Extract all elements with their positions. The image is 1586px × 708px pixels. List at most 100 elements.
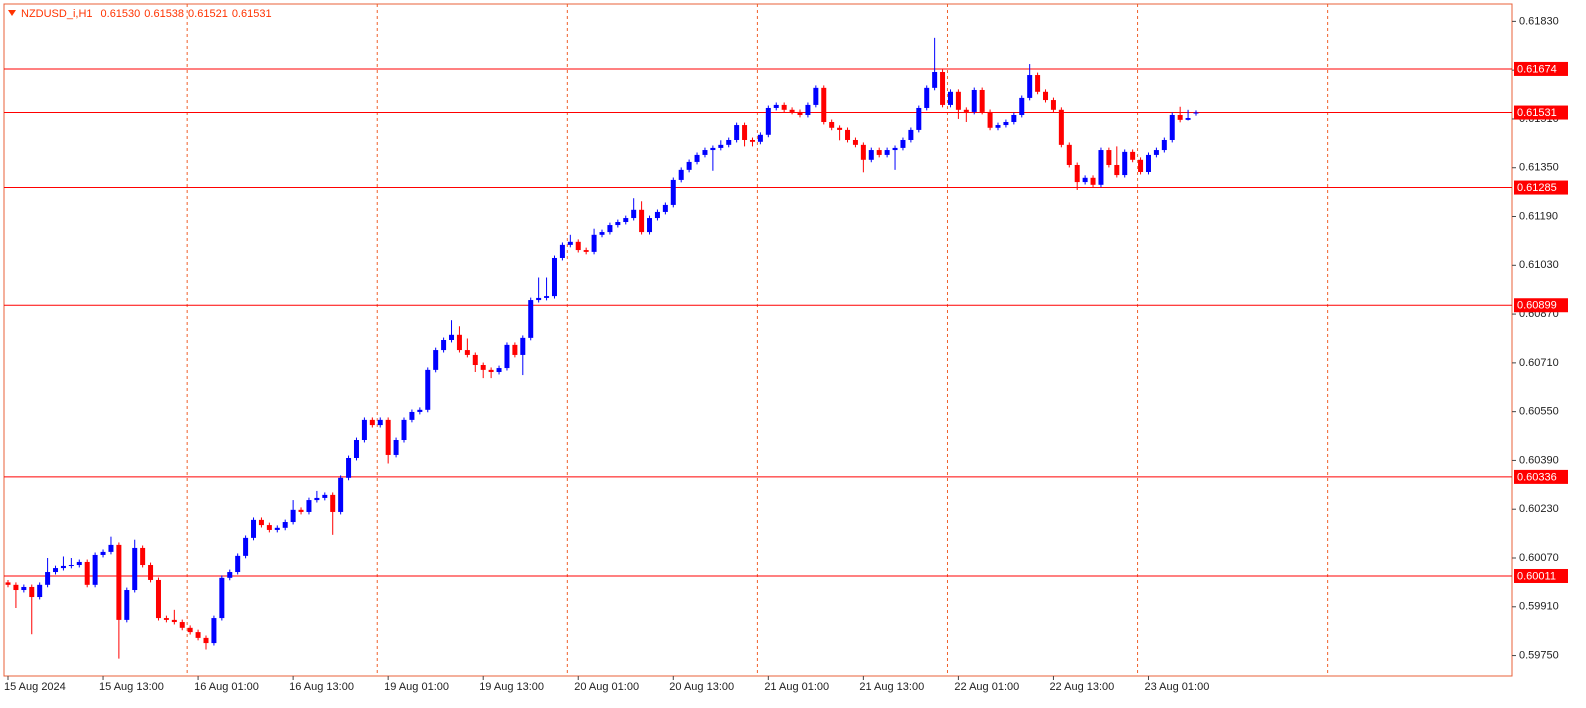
candle-body [694, 154, 700, 162]
candle-body [916, 107, 922, 130]
y-tick-label: 0.61830 [1519, 15, 1559, 27]
candle-body [1019, 97, 1025, 115]
candle-body [456, 334, 462, 351]
candle-body [852, 139, 858, 145]
candle-body [148, 565, 154, 580]
y-tick-label: 0.59910 [1519, 601, 1559, 613]
candle-body [734, 125, 740, 140]
candle-body [1090, 177, 1096, 185]
candle-body [567, 241, 573, 245]
candle-body [789, 109, 795, 112]
candle-body [639, 209, 645, 233]
candle-body [710, 147, 716, 151]
candle-body [108, 544, 114, 552]
candle-body [773, 104, 779, 108]
candle-body [813, 87, 819, 105]
candle-body [401, 419, 407, 441]
candle-body [908, 129, 914, 140]
candle-body [947, 91, 953, 105]
candle-body [686, 161, 692, 170]
y-tick-label: 0.60390 [1519, 454, 1559, 466]
candle-body [718, 144, 724, 148]
candle-body [219, 577, 225, 619]
x-tick-label: 15 Aug 2024 [4, 681, 66, 693]
candle-body [591, 234, 597, 252]
candle-body [963, 109, 969, 112]
candle-body [1153, 150, 1159, 155]
candle-body [124, 590, 130, 620]
candle-body [544, 296, 550, 298]
candle-body [781, 104, 787, 110]
candle-body [274, 527, 280, 530]
candle-body [583, 250, 589, 252]
level-line-label-box [1514, 61, 1568, 76]
candle-body [726, 139, 732, 145]
candle-body [868, 150, 874, 160]
candle-body [211, 618, 217, 644]
candle-body [900, 139, 906, 148]
x-tick-label: 20 Aug 01:00 [574, 681, 639, 693]
level-line-label: 0.60336 [1517, 471, 1557, 483]
level-line-label-box [1514, 298, 1568, 313]
candle-body [266, 525, 272, 530]
candle-body [955, 91, 961, 110]
candle-body [821, 87, 827, 122]
price-line-label: 0.61531 [1517, 107, 1557, 119]
y-tick-label: 0.61190 [1519, 210, 1558, 222]
candle-body [338, 477, 344, 512]
candle-body [860, 144, 866, 160]
candle-body [1145, 154, 1151, 172]
candle-body [377, 419, 383, 426]
candle-body [76, 561, 82, 566]
candle-body [290, 509, 296, 523]
candle-body [559, 244, 565, 258]
header: NZDUSD_i,H1 0.61530 0.61538 0.61521 0.61531 [21, 8, 272, 20]
candle-body [417, 409, 423, 412]
x-tick-label: 19 Aug 01:00 [384, 681, 449, 693]
candle-body [528, 300, 534, 338]
candle-body [757, 134, 763, 142]
candle-body [512, 344, 518, 355]
candle-body [607, 225, 613, 233]
candle-body [258, 519, 264, 526]
y-tick-label: 0.60550 [1519, 406, 1559, 418]
candle-body [1130, 151, 1136, 160]
candle-body [243, 537, 249, 556]
candle-body [599, 232, 605, 235]
level-line-label-box [1514, 180, 1568, 195]
candle-body [480, 365, 486, 370]
candle-body [765, 107, 771, 135]
candle-body [346, 457, 352, 478]
candle-body [314, 497, 320, 501]
candle-body [1177, 114, 1183, 120]
x-tick-label: 16 Aug 13:00 [289, 681, 354, 693]
candle-body [749, 139, 755, 142]
candle-body [179, 622, 185, 628]
x-tick-label: 20 Aug 13:00 [669, 681, 734, 693]
candle-body [1122, 151, 1128, 176]
candle-body [702, 150, 708, 155]
candle-body [68, 565, 74, 567]
candle-body [1043, 91, 1049, 101]
candle-body [647, 218, 653, 233]
y-tick-label: 0.61030 [1519, 259, 1559, 271]
x-tick-label: 22 Aug 01:00 [954, 681, 1019, 693]
candle-body [171, 619, 177, 623]
candle-body [195, 632, 201, 638]
candle-body [797, 111, 803, 115]
x-tick-label: 16 Aug 01:00 [194, 681, 259, 693]
candle-body [1027, 75, 1033, 98]
candle-body [163, 618, 169, 620]
header-value: 0.61530 [101, 8, 141, 20]
candle-body [1050, 100, 1056, 110]
candle-body [53, 568, 59, 573]
candle-body [884, 150, 890, 155]
candle-body [1058, 109, 1064, 145]
candle-body [837, 127, 843, 130]
x-tick-label: 22 Aug 13:00 [1049, 681, 1114, 693]
candle-body [1003, 121, 1009, 126]
candle-body [100, 551, 106, 555]
candle-body [971, 89, 977, 112]
y-tick-label: 0.61350 [1519, 162, 1559, 174]
